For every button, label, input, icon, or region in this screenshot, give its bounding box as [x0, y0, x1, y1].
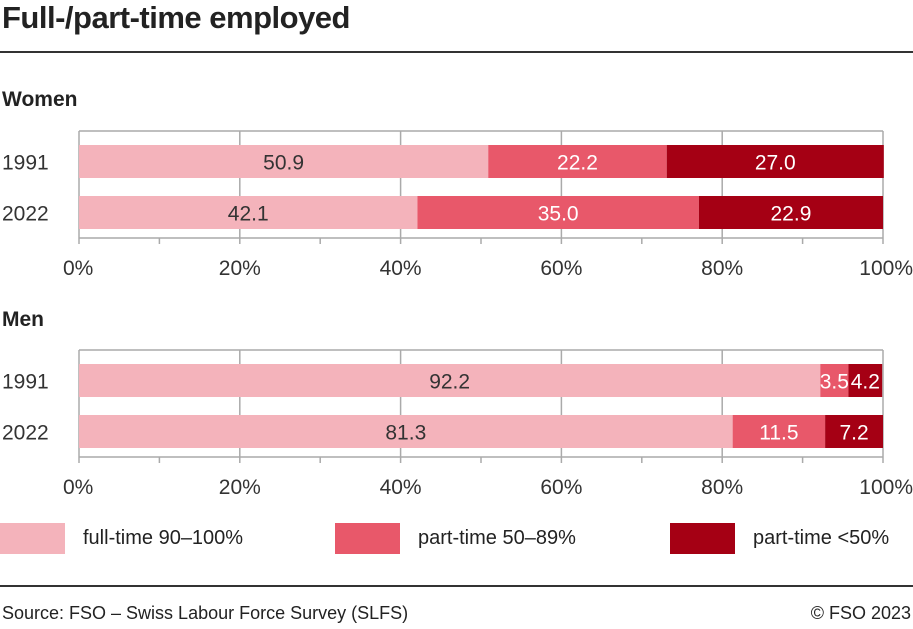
x-tick-label: 100% [859, 257, 913, 280]
data-label: 4.2 [851, 371, 880, 394]
x-tick-label: 80% [701, 476, 743, 499]
bar-segment [79, 196, 418, 229]
x-tick-label: 20% [219, 257, 261, 280]
legend-swatch [670, 522, 735, 554]
bar-segment [79, 364, 821, 397]
copyright: © FSO 2023 [810, 603, 911, 623]
bar-segment [820, 364, 849, 397]
legend-swatch [0, 522, 65, 554]
category-label: 1991 [2, 371, 49, 394]
data-label: 7.2 [839, 422, 868, 445]
x-tick-label: 40% [380, 476, 422, 499]
bar-segment [698, 196, 883, 229]
bar-segment [79, 145, 489, 178]
legend-swatch [335, 522, 400, 554]
source-note: Source: FSO – Swiss Labour Force Survey … [2, 603, 409, 623]
x-tick-label: 100% [859, 476, 913, 499]
legend-item-full-time: full-time 90–100% [0, 522, 243, 554]
title-divider [0, 51, 913, 53]
chart-title: Full-/part-time employed [2, 0, 350, 35]
legend-label: full-time 90–100% [83, 526, 244, 549]
data-label: 81.3 [385, 422, 426, 445]
data-label: 35.0 [538, 203, 579, 226]
x-tick-label: 0% [63, 257, 93, 280]
x-tick-label: 20% [219, 476, 261, 499]
category-label: 2022 [2, 422, 49, 445]
bar-segment [848, 364, 883, 397]
data-label: 11.5 [759, 422, 798, 445]
bar-segment [79, 415, 733, 448]
data-label: 22.9 [771, 203, 812, 226]
data-label: 3.5 [820, 371, 849, 394]
stacked-bar-chart: 0% 20% 40% 60% 80% 100% 1991 50.9 22.2 27.0 2022 42… [2, 130, 913, 499]
x-tick-label: 80% [701, 257, 743, 280]
x-tick-label: 60% [540, 257, 582, 280]
data-label: 22.2 [557, 152, 598, 175]
x-tick-label: 40% [380, 257, 422, 280]
legend-label: part-time <50% [753, 526, 890, 549]
legend-label: part-time 50–89% [418, 526, 576, 549]
category-label: 2022 [2, 203, 49, 226]
legend-item-part-time-lt50: part-time <50% [670, 522, 889, 554]
bar-segment [488, 145, 667, 178]
panel-title-women: Women [2, 88, 78, 111]
footer-divider [0, 585, 913, 587]
x-tick-label: 0% [63, 476, 93, 499]
bar-segment [666, 145, 884, 178]
panel-title-men: Men [2, 308, 44, 331]
x-tick-label: 60% [540, 476, 582, 499]
bar-segment [417, 196, 699, 229]
bar-segment [825, 415, 883, 448]
category-label: 1991 [2, 152, 49, 175]
legend-item-part-time-50-89: part-time 50–89% [335, 522, 576, 554]
bar-segment [732, 415, 826, 448]
data-label: 50.9 [263, 152, 304, 175]
data-label: 27.0 [755, 152, 796, 175]
data-label: 92.2 [429, 371, 470, 394]
data-label: 42.1 [228, 203, 269, 226]
